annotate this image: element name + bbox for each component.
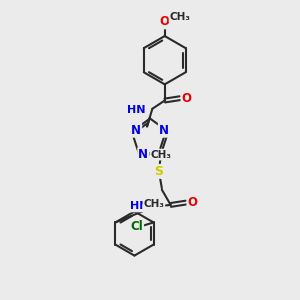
Text: HN: HN xyxy=(128,105,146,115)
Text: N: N xyxy=(131,124,141,137)
Text: HN: HN xyxy=(130,201,148,212)
Text: S: S xyxy=(154,165,164,178)
Text: CH₃: CH₃ xyxy=(169,12,190,22)
Text: CH₃: CH₃ xyxy=(150,150,171,160)
Text: CH₃: CH₃ xyxy=(143,199,164,209)
Text: N: N xyxy=(138,148,148,161)
Text: O: O xyxy=(188,196,197,209)
Text: O: O xyxy=(160,15,170,28)
Text: N: N xyxy=(159,124,169,137)
Text: Cl: Cl xyxy=(130,220,143,233)
Text: O: O xyxy=(182,92,191,105)
